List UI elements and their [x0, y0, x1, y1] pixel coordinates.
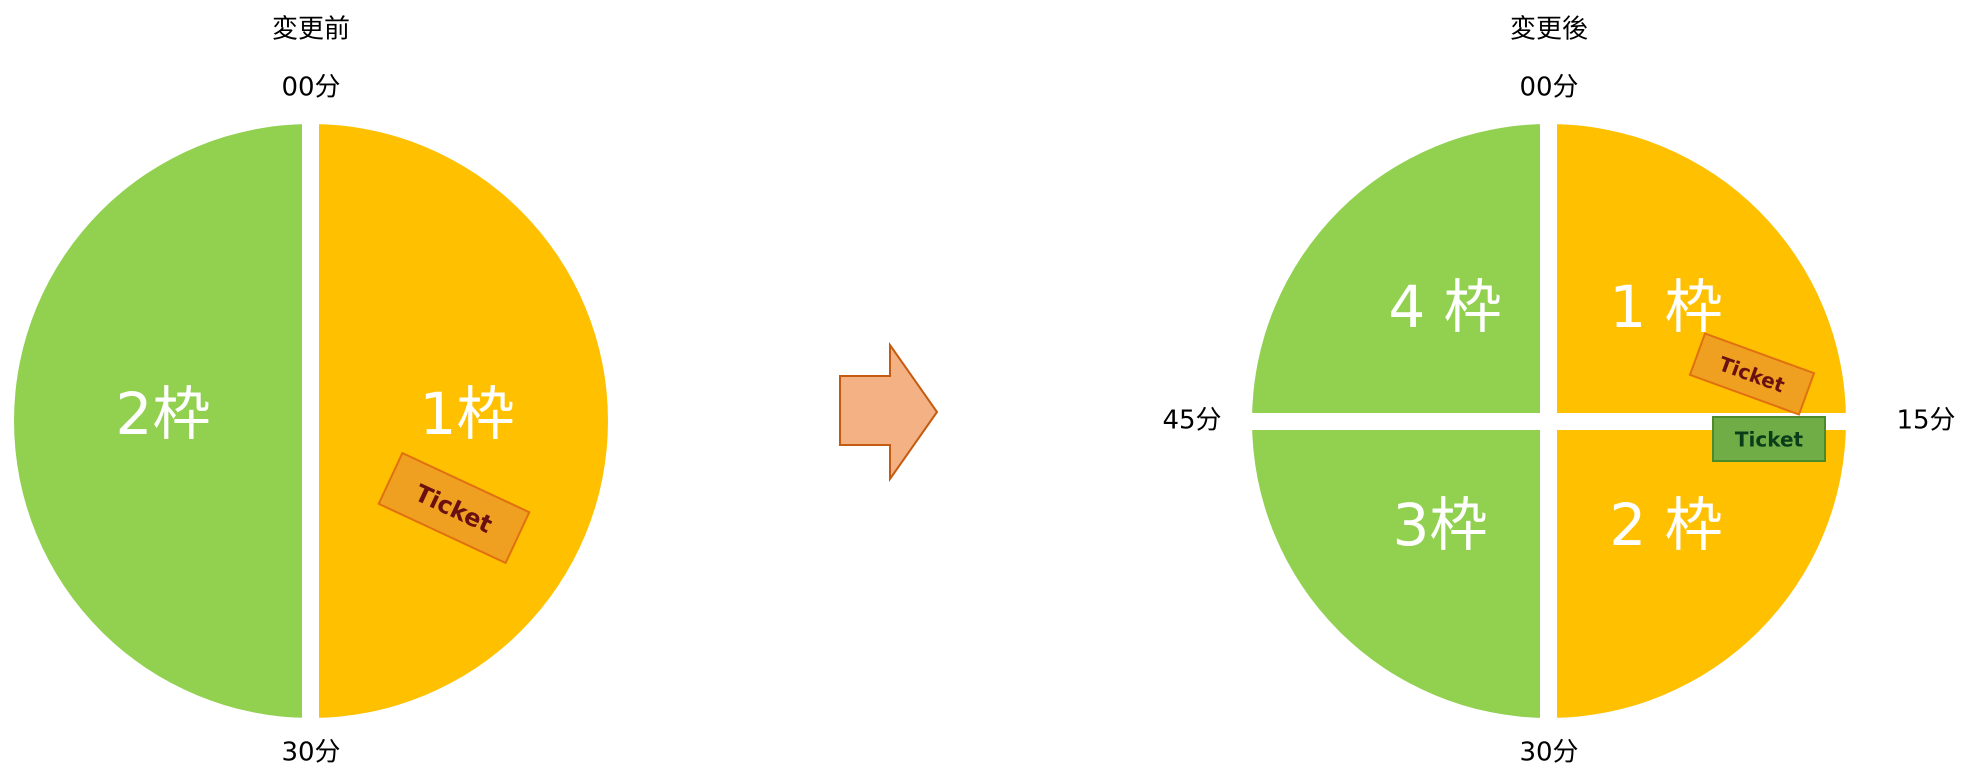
divider: [302, 120, 319, 722]
time-label: 30分: [1519, 738, 1578, 768]
diagram: 変更前 00分 30分 2枠 1枠 Ticket 変更後 00分 30分 45分…: [0, 0, 1967, 770]
segment-label: 1 枠: [1609, 273, 1722, 341]
time-label: 30分: [281, 738, 340, 768]
arrow: [840, 345, 937, 479]
segment-label: 2枠: [116, 380, 211, 448]
segment-label: 3枠: [1393, 491, 1488, 559]
segment-label: 1枠: [420, 380, 515, 448]
segment-label: 4 枠: [1388, 273, 1501, 341]
time-label: 15分: [1896, 406, 1955, 436]
title: 変更後: [1510, 15, 1588, 45]
title: 変更前: [272, 15, 350, 45]
time-label: 00分: [1519, 73, 1578, 103]
segment-label: 2 枠: [1609, 491, 1722, 559]
time-label: 45分: [1162, 406, 1221, 436]
segment: [1252, 421, 1549, 718]
ticket: Ticket: [1713, 417, 1825, 461]
segment: [1549, 421, 1846, 718]
time-label: 00分: [281, 73, 340, 103]
ticket-text: Ticket: [1735, 428, 1804, 452]
